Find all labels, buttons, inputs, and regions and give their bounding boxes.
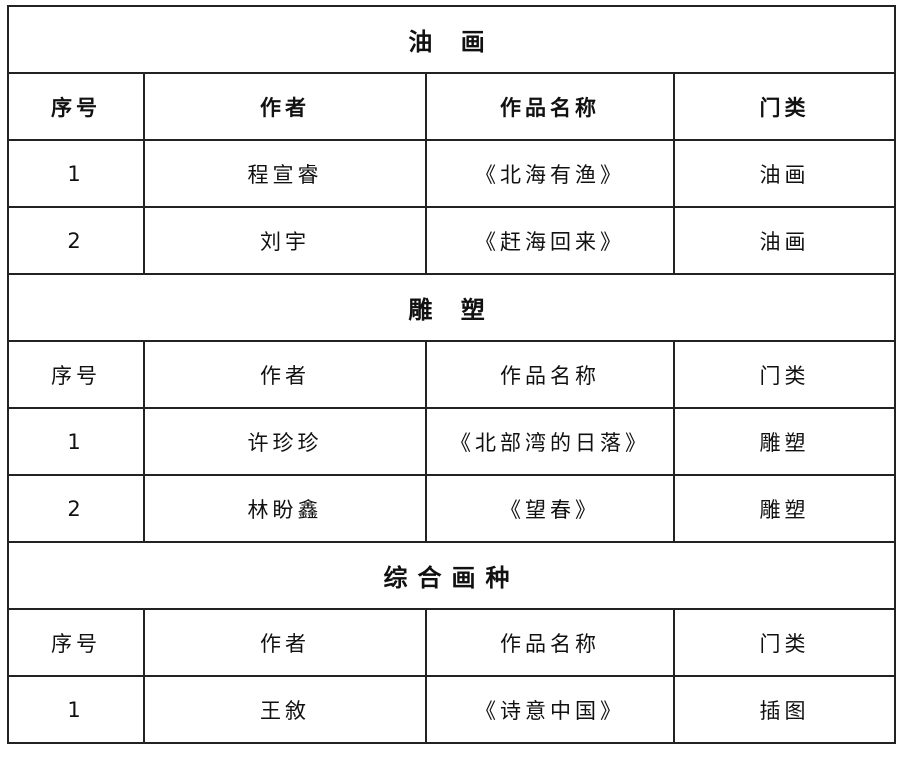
table-row: 1 程宣睿 《北海有渔》 油画	[7, 139, 897, 208]
cell-title: 《诗意中国》	[425, 675, 675, 744]
column-header-category: 门类	[672, 340, 897, 409]
column-header-author: 作者	[143, 608, 427, 677]
cell-index: 1	[7, 675, 145, 744]
table-row: 1 王敘 《诗意中国》 插图	[7, 675, 897, 744]
cell-title: 《北海有渔》	[425, 139, 675, 208]
artwork-table: 油 画序号 作者 作品名称 门类 1 程宣睿 《北海有渔》 油画 2 刘宇 《赶海回来》 油画雕 塑序…	[6, 5, 897, 744]
section-title: 雕 塑	[6, 273, 897, 342]
header-row: 序号 作者 作品名称 门类	[7, 72, 897, 141]
cell-index: 1	[7, 407, 145, 476]
column-header-title: 作品名称	[425, 72, 675, 141]
cell-author: 许珍珍	[143, 407, 427, 476]
cell-title: 《望春》	[425, 474, 675, 543]
cell-title: 《赶海回来》	[425, 206, 675, 275]
table-row: 1 许珍珍 《北部湾的日落》 雕塑	[7, 407, 897, 476]
column-header-category: 门类	[672, 72, 897, 141]
section-title-row: 雕 塑	[6, 273, 897, 342]
table-row: 2 林盼鑫 《望春》 雕塑	[7, 474, 897, 543]
header-row: 序号 作者 作品名称 门类	[7, 340, 897, 409]
cell-category: 插图	[672, 675, 897, 744]
cell-index: 2	[7, 474, 145, 543]
column-header-index: 序号	[7, 72, 145, 141]
cell-author: 程宣睿	[143, 139, 427, 208]
cell-title: 《北部湾的日落》	[425, 407, 675, 476]
section-title: 油 画	[6, 5, 897, 74]
cell-author: 王敘	[143, 675, 427, 744]
cell-index: 2	[7, 206, 145, 275]
header-row: 序号 作者 作品名称 门类	[7, 608, 897, 677]
section-title: 综合画种	[6, 541, 897, 610]
cell-author: 林盼鑫	[143, 474, 427, 543]
cell-author: 刘宇	[143, 206, 427, 275]
section-title-row: 油 画	[6, 5, 897, 74]
column-header-index: 序号	[7, 340, 145, 409]
column-header-category: 门类	[672, 608, 897, 677]
column-header-author: 作者	[143, 72, 427, 141]
cell-category: 雕塑	[672, 407, 897, 476]
table-row: 2 刘宇 《赶海回来》 油画	[7, 206, 897, 275]
cell-category: 油画	[672, 206, 897, 275]
section-title-row: 综合画种	[6, 541, 897, 610]
column-header-title: 作品名称	[425, 608, 675, 677]
column-header-title: 作品名称	[425, 340, 675, 409]
cell-category: 雕塑	[672, 474, 897, 543]
cell-category: 油画	[672, 139, 897, 208]
column-header-author: 作者	[143, 340, 427, 409]
cell-index: 1	[7, 139, 145, 208]
column-header-index: 序号	[7, 608, 145, 677]
